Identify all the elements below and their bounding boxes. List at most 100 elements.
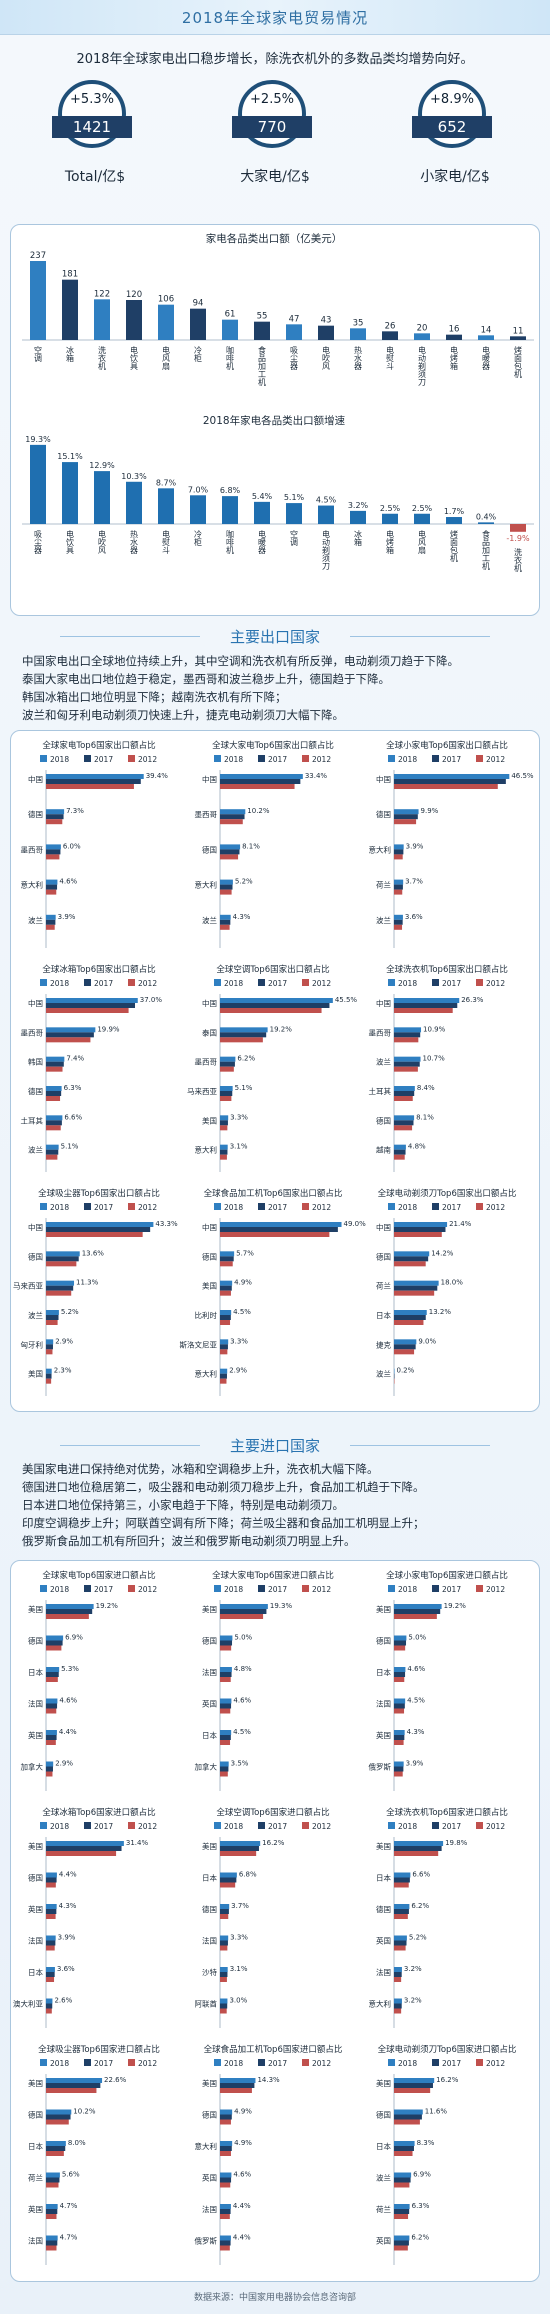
category-label: 德国 bbox=[28, 1086, 43, 1096]
category-label: 捷克 bbox=[376, 1339, 391, 1349]
bar bbox=[394, 1280, 439, 1286]
bar bbox=[394, 1061, 420, 1067]
category-label: 德国 bbox=[28, 1873, 43, 1883]
bar bbox=[46, 809, 65, 815]
bar bbox=[220, 1232, 330, 1237]
bar bbox=[394, 784, 498, 789]
chart-title: 全球食品加工机Top6国家进口额占比 bbox=[204, 2044, 343, 2055]
legend-swatch bbox=[476, 1822, 483, 1829]
bar bbox=[220, 1872, 237, 1878]
bar bbox=[446, 517, 462, 524]
bar bbox=[394, 1261, 426, 1267]
bar bbox=[46, 1851, 117, 1856]
data-label: 94 bbox=[193, 299, 204, 309]
category-label: 食品加工机 bbox=[482, 529, 491, 571]
bar bbox=[190, 495, 206, 524]
bar bbox=[220, 774, 303, 779]
bar bbox=[220, 1066, 234, 1072]
bar bbox=[394, 2088, 431, 2093]
legend-swatch bbox=[40, 2059, 47, 2066]
data-label: 61 bbox=[225, 310, 236, 320]
bar bbox=[46, 2083, 101, 2088]
category-label: 墨西哥 bbox=[195, 1058, 218, 1067]
category-label: 墨西哥 bbox=[21, 1028, 44, 1037]
data-label: 6.8% bbox=[220, 486, 241, 495]
bar bbox=[46, 1086, 62, 1091]
legend-label: 2017 bbox=[94, 1203, 113, 1212]
bar bbox=[46, 914, 56, 920]
bar bbox=[46, 2182, 59, 2188]
bar bbox=[46, 2204, 58, 2209]
kpi-label: 小家电/亿$ bbox=[420, 169, 490, 185]
bar bbox=[46, 1730, 57, 1735]
category-label: 食品加工机 bbox=[258, 345, 267, 387]
data-label: 3.7% bbox=[405, 878, 423, 886]
country-chart: 全球大家电Top6国家进口额占比 2018 2017 2012 美国 19.3% 德国 5.0… bbox=[195, 1570, 334, 1791]
bar bbox=[220, 1285, 232, 1291]
country-chart: 全球小家电Top6国家出口额占比 2018 2017 2012 中国 46.5% 德国 9.9… bbox=[369, 740, 534, 948]
bar bbox=[220, 1667, 232, 1672]
legend-label: 2017 bbox=[268, 1585, 287, 1594]
legend-swatch bbox=[128, 1822, 135, 1829]
bar bbox=[46, 1640, 63, 1646]
bar bbox=[220, 2083, 255, 2088]
bar bbox=[394, 2114, 422, 2120]
country-chart: 全球洗衣机Top6国家进口额占比 2018 2017 2012 美国 19.8% 日本 6.6… bbox=[369, 1807, 508, 2028]
bar bbox=[394, 1349, 415, 1355]
bar bbox=[220, 1940, 228, 1946]
bar bbox=[394, 1698, 406, 1704]
bar bbox=[46, 1766, 53, 1772]
data-label: 10.2% bbox=[73, 2108, 96, 2116]
legend-label: 2012 bbox=[312, 1585, 331, 1594]
bar bbox=[394, 1914, 408, 1919]
category-label: 阿联酋 bbox=[195, 1999, 218, 2009]
category-label: 中国 bbox=[202, 998, 217, 1008]
category-label: 波兰 bbox=[28, 1310, 43, 1320]
bar bbox=[220, 1227, 338, 1232]
category-label: 澳大利亚 bbox=[13, 1999, 43, 2009]
legend-label: 2018 bbox=[224, 1585, 243, 1594]
legend-swatch bbox=[302, 1822, 309, 1829]
bar bbox=[394, 1604, 442, 1609]
bar bbox=[220, 1708, 231, 1714]
bar bbox=[46, 1604, 94, 1609]
bar bbox=[220, 1251, 235, 1257]
bar bbox=[394, 1771, 403, 1777]
bar bbox=[46, 884, 58, 890]
legend-label: 2012 bbox=[312, 1822, 331, 1831]
bar bbox=[220, 1091, 233, 1096]
bar bbox=[394, 844, 404, 850]
data-label: 8.0% bbox=[68, 2139, 86, 2147]
bar bbox=[220, 2146, 232, 2151]
legend-swatch bbox=[258, 1822, 265, 1829]
country-chart: 全球食品加工机Top6国家进口额占比 2018 2017 2012 美国 14.3% 德国 4… bbox=[195, 2044, 343, 2265]
legend-label: 2012 bbox=[312, 1203, 331, 1212]
legend-label: 2017 bbox=[94, 979, 113, 988]
legend-label: 2018 bbox=[224, 1822, 243, 1831]
category-label: 斯洛文尼亚 bbox=[180, 1339, 218, 1349]
bar bbox=[46, 1614, 89, 1619]
bar bbox=[220, 1735, 231, 1740]
category-label: 中国 bbox=[28, 774, 43, 784]
bar bbox=[46, 2209, 58, 2214]
bar bbox=[394, 1841, 444, 1846]
legend-label: 2012 bbox=[138, 1585, 157, 1594]
bar bbox=[394, 1904, 410, 1909]
data-label: 3.9% bbox=[406, 1760, 424, 1768]
chart-title: 全球电动剃须刀Top6国家进口额占比 bbox=[378, 2044, 517, 2055]
category-label: 烤面包机 bbox=[450, 529, 459, 563]
category-label: 日本 bbox=[28, 2141, 43, 2151]
bar bbox=[220, 1635, 233, 1641]
kpi-label: 大家电/亿$ bbox=[240, 169, 310, 185]
data-label: 15.1% bbox=[57, 452, 83, 461]
bar bbox=[46, 2177, 60, 2183]
category-label: 中国 bbox=[376, 998, 391, 1008]
bar bbox=[220, 2008, 227, 2014]
legend-label: 2012 bbox=[486, 2059, 505, 2068]
data-label: 8.7% bbox=[156, 478, 177, 487]
bar bbox=[394, 1096, 413, 1101]
category-label: 日本 bbox=[376, 1873, 391, 1883]
category-label: 波兰 bbox=[202, 915, 217, 925]
legend-label: 2018 bbox=[398, 979, 417, 988]
bar bbox=[46, 2245, 57, 2251]
